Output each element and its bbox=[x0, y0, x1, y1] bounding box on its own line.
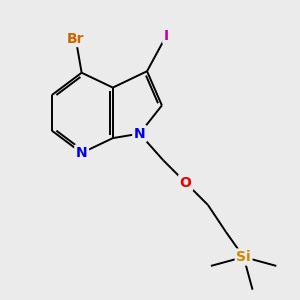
Text: Si: Si bbox=[236, 250, 251, 264]
Text: Br: Br bbox=[67, 32, 84, 46]
Text: O: O bbox=[180, 176, 192, 190]
Text: N: N bbox=[134, 127, 146, 141]
Text: N: N bbox=[76, 146, 88, 160]
Text: I: I bbox=[164, 28, 169, 43]
